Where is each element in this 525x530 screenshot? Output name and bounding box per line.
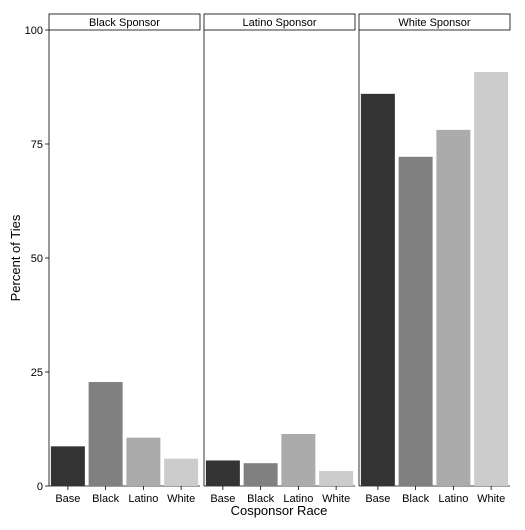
bar-3-black — [398, 156, 433, 486]
x-tick-label-2-3: Latino — [283, 493, 313, 505]
x-tick-label-1-1: Base — [55, 493, 80, 505]
facet-strip-3 — [358, 13, 511, 31]
facet-label-1: Black Sponsor — [89, 17, 160, 29]
x-tick-label-1-4: White — [167, 493, 195, 505]
y-tick-label-25: 25 — [31, 367, 43, 379]
y-axis-title: Percent of Ties — [8, 214, 23, 301]
bar-3-latino — [436, 129, 471, 486]
y-tick-label-100: 100 — [25, 25, 43, 37]
bar-2-black — [243, 463, 278, 486]
facet-panel-1: Black Sponsor Base Black Latino White — [48, 13, 201, 505]
facet-strip-2 — [203, 13, 356, 31]
bar-2-white — [319, 470, 354, 486]
y-axis: 0 25 50 75 100 — [25, 25, 49, 493]
bar-1-white — [164, 458, 199, 486]
bar-2-latino — [281, 434, 316, 486]
bar-1-latino — [126, 437, 161, 486]
bar-3-base — [360, 93, 395, 486]
x-tick-label-1-3: Latino — [128, 493, 158, 505]
facet-label-2: Latino Sponsor — [243, 17, 317, 29]
y-tick-label-50: 50 — [31, 253, 43, 265]
bar-1-base — [50, 446, 85, 486]
y-tick-label-0: 0 — [37, 481, 43, 493]
x-tick-label-2-1: Base — [210, 493, 235, 505]
x-tick-label-2-4: White — [322, 493, 350, 505]
bar-3-white — [474, 71, 509, 487]
x-tick-label-3-2: Black — [402, 493, 429, 505]
bar-2-base — [205, 460, 240, 486]
x-tick-label-2-2: Black — [247, 493, 274, 505]
x-tick-label-1-2: Black — [92, 493, 119, 505]
y-tick-label-75: 75 — [31, 139, 43, 151]
x-tick-label-3-1: Base — [365, 493, 390, 505]
facet-label-3: White Sponsor — [398, 17, 470, 29]
x-tick-label-3-3: Latino — [438, 493, 468, 505]
bar-1-black — [88, 382, 123, 486]
facet-strip-1 — [48, 13, 201, 31]
x-axis-title: Cosponsor Race — [231, 503, 328, 518]
x-tick-label-3-4: White — [477, 493, 505, 505]
facet-panel-2: Latino Sponsor Base Black Latino White — [203, 13, 356, 505]
facet-panel-3: White Sponsor Base Black Latino White — [358, 13, 511, 505]
